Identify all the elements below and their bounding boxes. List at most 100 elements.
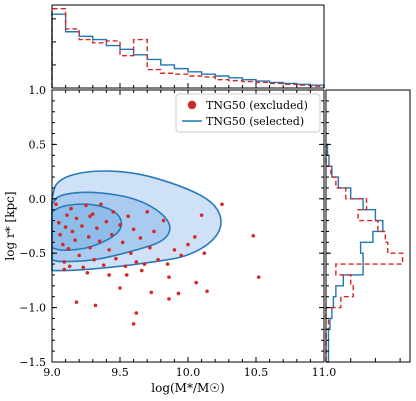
x-tick-label: 9.0 bbox=[43, 366, 61, 379]
legend-box bbox=[175, 93, 321, 133]
excluded-point bbox=[67, 264, 72, 269]
y-tick-label: 0.0 bbox=[29, 193, 47, 206]
excluded-point bbox=[69, 206, 73, 211]
excluded-point bbox=[134, 311, 139, 315]
excluded-point bbox=[193, 235, 197, 239]
excluded-point bbox=[62, 267, 67, 272]
excluded-point bbox=[134, 260, 139, 264]
excluded-point bbox=[74, 216, 79, 221]
excluded-point bbox=[118, 223, 122, 227]
excluded-point bbox=[148, 245, 152, 250]
top-histogram-panel bbox=[51, 4, 325, 89]
excluded-point bbox=[118, 286, 122, 290]
excluded-point bbox=[152, 229, 156, 234]
x-axis-label: log(M*/M☉) bbox=[151, 381, 224, 395]
excluded-point bbox=[131, 227, 136, 232]
top-frame bbox=[51, 4, 325, 89]
excluded-point bbox=[88, 214, 92, 219]
excluded-point bbox=[85, 270, 90, 275]
excluded-point bbox=[123, 264, 128, 269]
top-hist-selected-line bbox=[51, 13, 325, 88]
right-histogram bbox=[325, 143, 404, 363]
excluded-point bbox=[205, 289, 209, 294]
excluded-point bbox=[88, 245, 92, 250]
excluded-point bbox=[73, 238, 77, 242]
excluded-point bbox=[81, 265, 86, 270]
excluded-point bbox=[110, 232, 114, 237]
main-scatter-panel: 9.0 9.5 10.0 10.5 11.0 −1.5 −1.0 −0.5 0.0 0.5 1.0 bbox=[19, 83, 336, 379]
excluded-point bbox=[107, 273, 111, 277]
y-axis-label: log r* [kpc] bbox=[3, 191, 17, 260]
legend-label-excluded: TNG50 (excluded) bbox=[206, 99, 308, 112]
x-tick-label: 10.5 bbox=[244, 366, 269, 379]
y-tick-label: 0.5 bbox=[29, 138, 47, 151]
y-tick-label: 1.0 bbox=[29, 84, 47, 97]
excluded-point bbox=[99, 202, 103, 207]
excluded-point bbox=[161, 218, 166, 223]
excluded-point bbox=[111, 210, 115, 214]
excluded-point bbox=[86, 235, 91, 239]
excluded-point bbox=[92, 257, 96, 262]
excluded-point bbox=[125, 273, 129, 277]
top-hist-excluded-line bbox=[51, 7, 325, 88]
excluded-point bbox=[74, 300, 79, 304]
excluded-point bbox=[129, 251, 133, 255]
excluded-point bbox=[107, 248, 111, 252]
excluded-point bbox=[95, 226, 99, 230]
excluded-point bbox=[70, 229, 75, 234]
excluded-point bbox=[61, 242, 65, 247]
excluded-point bbox=[176, 291, 181, 296]
top-ticks bbox=[51, 18, 325, 89]
excluded-point bbox=[77, 253, 81, 258]
excluded-point bbox=[114, 256, 118, 261]
y-tick-label: −1.5 bbox=[19, 356, 46, 369]
x-tick-label: 10.0 bbox=[176, 366, 201, 379]
right-histogram-panel bbox=[325, 89, 411, 363]
excluded-point bbox=[57, 220, 61, 225]
excluded-point bbox=[66, 247, 71, 251]
x-tick-label: 9.5 bbox=[111, 366, 129, 379]
excluded-point bbox=[104, 219, 109, 224]
excluded-point bbox=[167, 275, 171, 279]
excluded-point bbox=[58, 232, 62, 237]
legend-marker-excluded bbox=[187, 100, 197, 110]
excluded-points bbox=[54, 202, 261, 326]
excluded-point bbox=[251, 233, 256, 238]
excluded-point bbox=[65, 213, 69, 217]
excluded-point bbox=[202, 251, 207, 255]
excluded-point bbox=[149, 290, 154, 295]
excluded-point bbox=[80, 224, 84, 228]
excluded-point bbox=[156, 257, 160, 262]
contour-inner bbox=[51, 203, 123, 252]
excluded-point bbox=[256, 275, 261, 279]
right-frame bbox=[325, 89, 411, 363]
excluded-point bbox=[101, 263, 106, 267]
excluded-point bbox=[91, 212, 95, 216]
excluded-point bbox=[142, 262, 147, 266]
excluded-point bbox=[120, 240, 125, 245]
density-contours bbox=[51, 170, 222, 272]
excluded-point bbox=[54, 202, 58, 207]
x-tick-label: 11.0 bbox=[312, 366, 337, 379]
excluded-point bbox=[131, 322, 136, 326]
y-tick-label: −1.0 bbox=[19, 302, 46, 315]
legend: TNG50 (excluded) TNG50 (selected) bbox=[175, 93, 321, 133]
y-tick-label: −0.5 bbox=[19, 247, 46, 260]
excluded-point bbox=[220, 202, 224, 207]
right-ticks bbox=[325, 89, 401, 363]
excluded-point bbox=[179, 253, 183, 258]
excluded-point bbox=[63, 225, 68, 229]
excluded-point bbox=[199, 213, 204, 217]
excluded-point bbox=[172, 248, 177, 252]
excluded-point bbox=[139, 268, 144, 273]
excluded-point bbox=[126, 214, 130, 219]
excluded-point bbox=[93, 303, 98, 308]
excluded-point bbox=[145, 210, 149, 214]
excluded-point bbox=[186, 242, 190, 247]
excluded-point bbox=[165, 262, 170, 266]
excluded-point bbox=[84, 203, 88, 208]
top-histogram bbox=[51, 7, 325, 88]
excluded-point bbox=[97, 239, 102, 244]
legend-label-selected: TNG50 (selected) bbox=[206, 115, 304, 128]
